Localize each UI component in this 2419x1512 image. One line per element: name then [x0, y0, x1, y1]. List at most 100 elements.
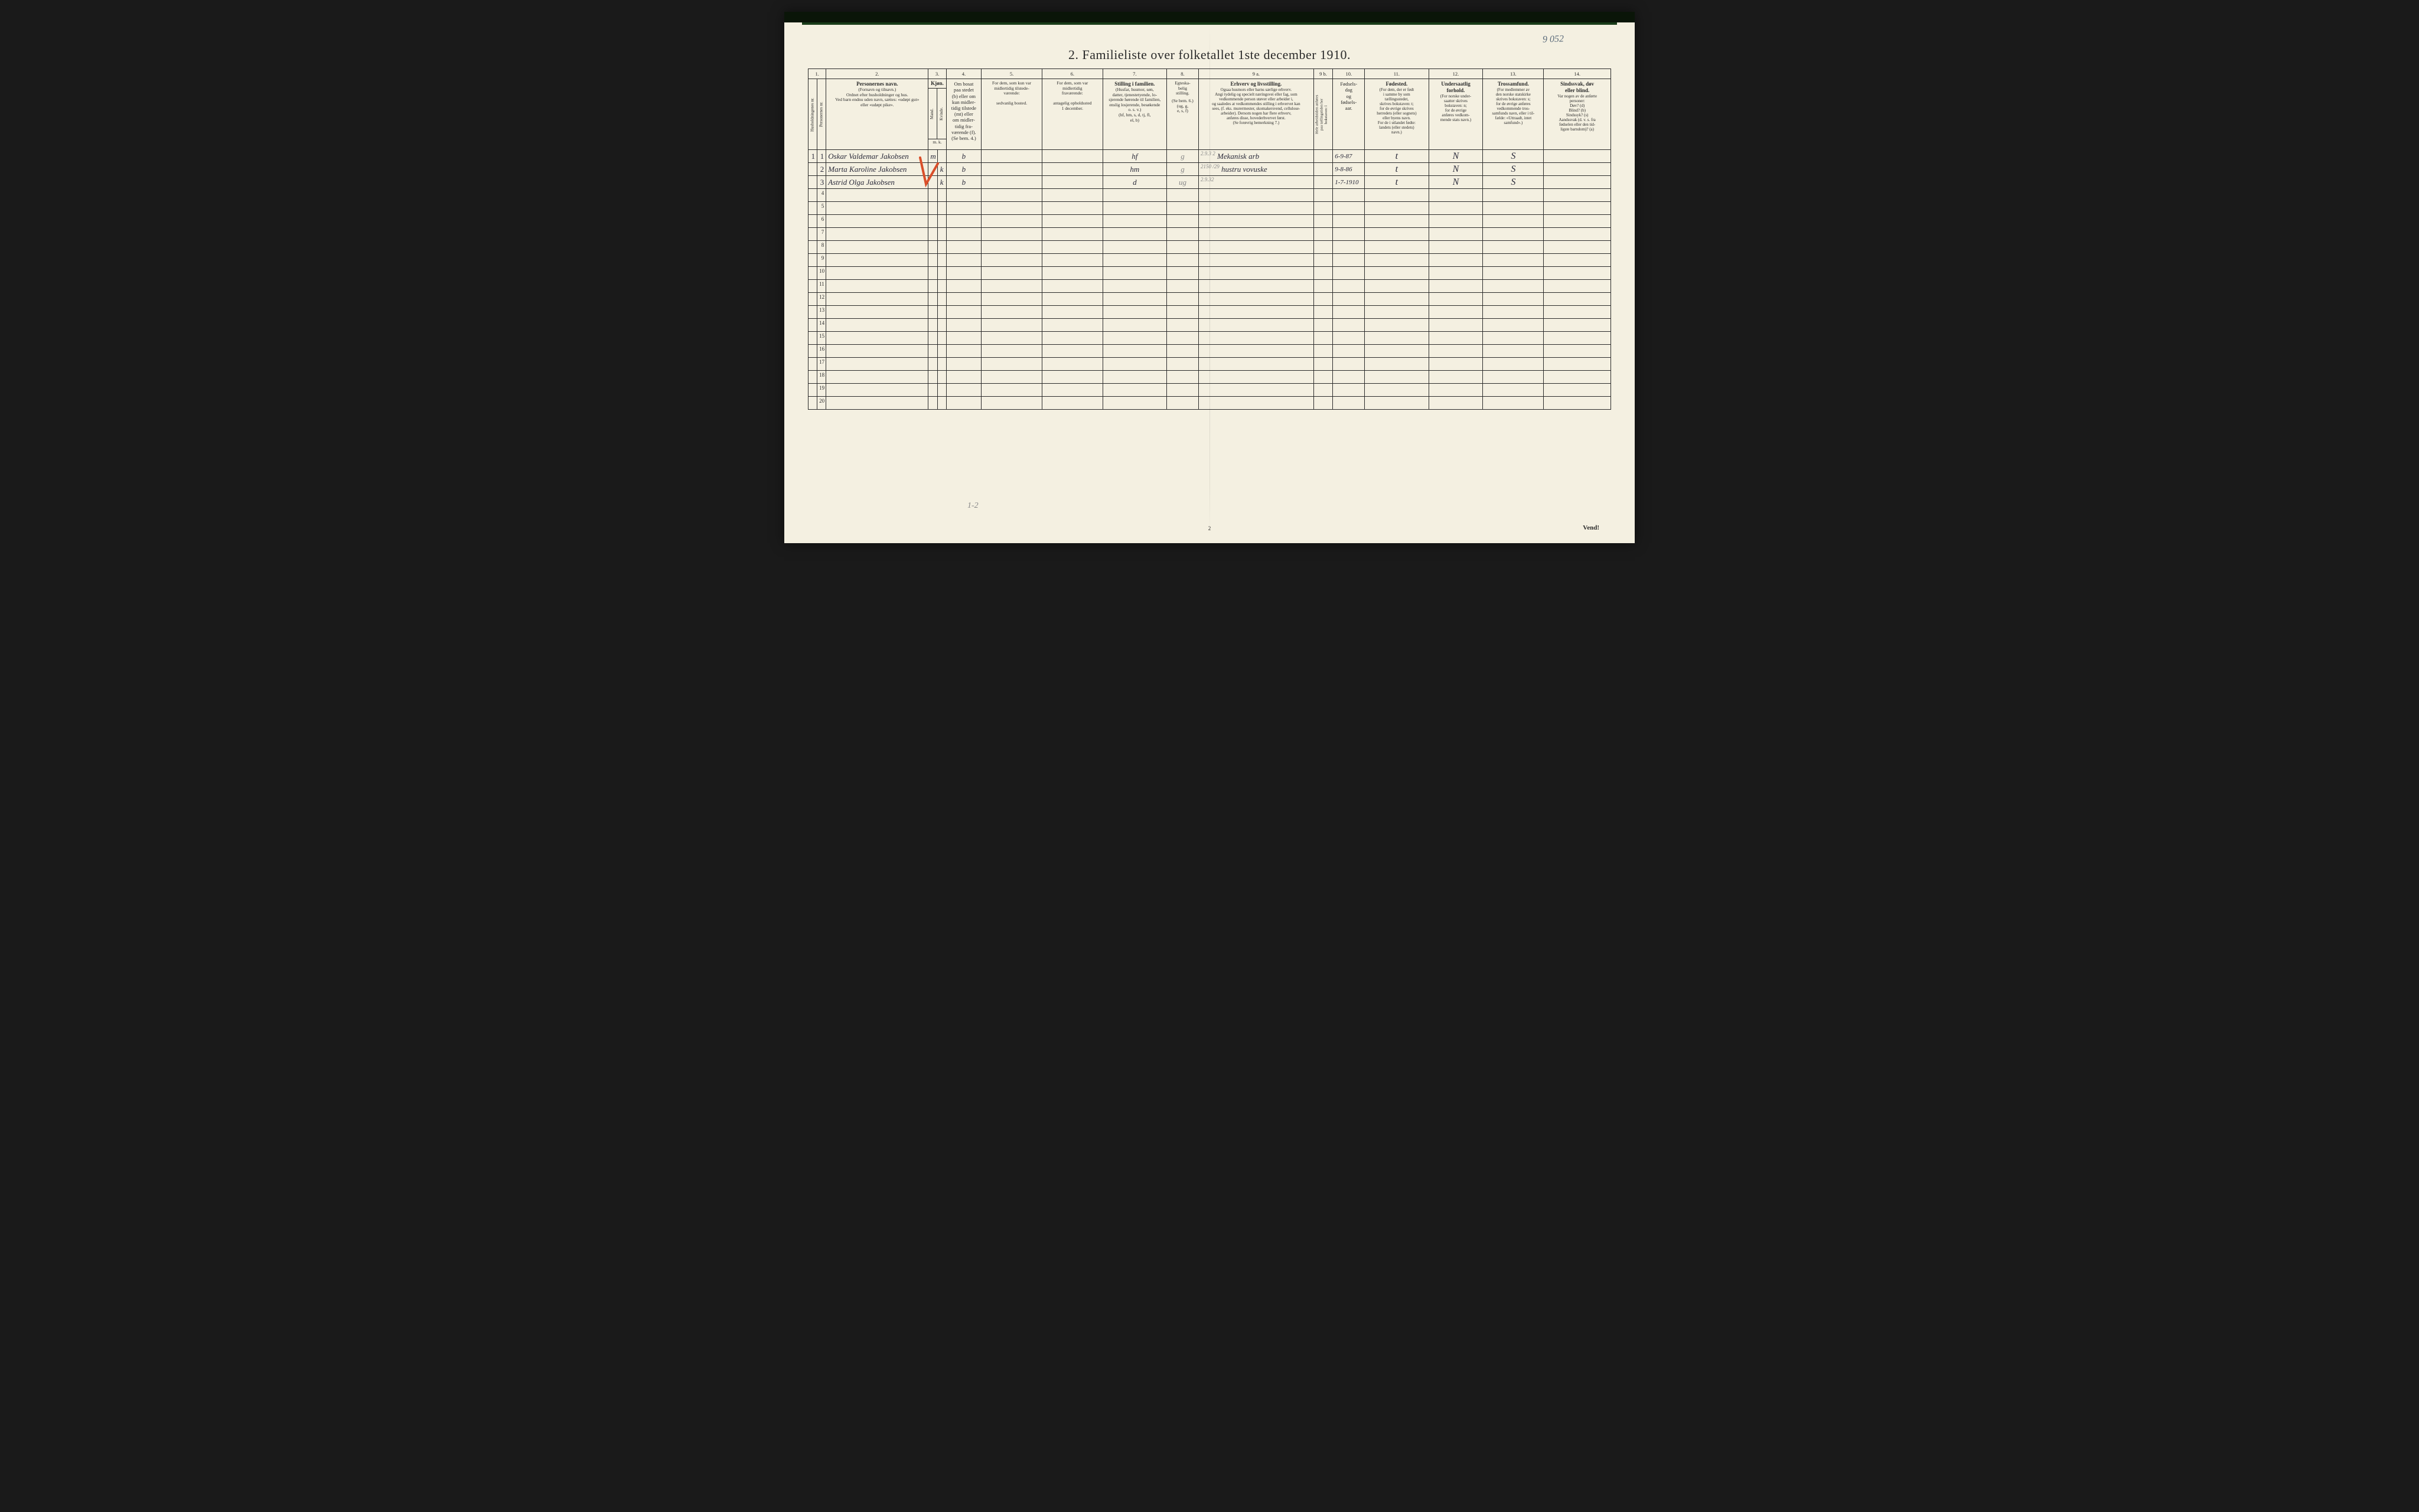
cell-temp-absent: [1042, 176, 1103, 189]
cell-pnr: 3: [817, 176, 826, 189]
cell-dis: [1544, 163, 1611, 176]
cell-res: b: [946, 163, 982, 176]
cell-mar: g: [1166, 150, 1198, 163]
hdr-religion: Trossamfund. (For medlemmer av den norsk…: [1483, 79, 1544, 150]
hdr-nationality: Undersaatlig forhold. (For norske under-…: [1429, 79, 1483, 150]
cell-hnr: 1: [808, 150, 817, 163]
census-page: 9 052 2. Familieliste over folketallet 1…: [784, 12, 1635, 543]
scan-border-top: [784, 12, 1635, 22]
colnum-5: 5.: [982, 69, 1042, 79]
cell-pnr: 5: [817, 202, 826, 215]
cell-temp-present: [982, 150, 1042, 163]
cell-dis: [1544, 150, 1611, 163]
cell-pnr: 15: [817, 332, 826, 345]
cell-mar: ug: [1166, 176, 1198, 189]
colnum-1: 1.: [808, 69, 826, 79]
colnum-6: 6.: [1042, 69, 1103, 79]
cell-temp-present: [982, 176, 1042, 189]
cell-name: Oskar Valdemar Jakobsen: [826, 150, 928, 163]
hdr-dob: Fødsels- dag og fødsels- aar.: [1333, 79, 1365, 150]
cell-pnr: 11: [817, 280, 826, 293]
cell-nat: N: [1429, 163, 1483, 176]
hdr-worktime: Hele arbeidstiden anføres paa tællingsti…: [1313, 79, 1332, 150]
cell-fam: d: [1103, 176, 1166, 189]
cell-sex-m: m: [928, 150, 937, 163]
cell-nat: N: [1429, 176, 1483, 189]
cell-pnr: 8: [817, 241, 826, 254]
colnum-7: 7.: [1103, 69, 1166, 79]
cell-rel: S: [1483, 150, 1544, 163]
cell-dob: 9-8-86: [1333, 163, 1365, 176]
cell-9b: [1313, 150, 1332, 163]
hdr-temp-present: For dem, som kun var midlertidig tilsted…: [982, 79, 1042, 150]
cell-fam: hm: [1103, 163, 1166, 176]
cell-sex-k: k: [937, 163, 946, 176]
cell-name: Astrid Olga Jakobsen: [826, 176, 928, 189]
cell-pnr: 4: [817, 189, 826, 202]
cell-sex-k: [937, 150, 946, 163]
colnum-9a: 9 a.: [1199, 69, 1314, 79]
cell-bp: t: [1365, 163, 1429, 176]
cell-pnr: 18: [817, 371, 826, 384]
hdr-sex: Kjøn. Mand. Kvinde. m. k.: [928, 79, 946, 150]
cell-dis: [1544, 176, 1611, 189]
cell-occ: 2150 /29 hustru vovuske: [1199, 163, 1314, 176]
hdr-marital: Egteska- belig stilling. (Se bem. 6.) (u…: [1166, 79, 1198, 150]
cell-9b: [1313, 176, 1332, 189]
page-number: 2: [1208, 525, 1211, 531]
cell-fam: hf: [1103, 150, 1166, 163]
hdr-residence: Om bosat paa stedet (b) eller om kun mid…: [946, 79, 982, 150]
cell-pnr: 2: [817, 163, 826, 176]
cell-sex-m: [928, 176, 937, 189]
hdr-birthplace: Fødested. (For dem, der er født i samme …: [1365, 79, 1429, 150]
cell-pnr: 14: [817, 319, 826, 332]
cell-rel: S: [1483, 163, 1544, 176]
cell-temp-absent: [1042, 150, 1103, 163]
colnum-11: 11.: [1365, 69, 1429, 79]
cell-dob: 6-9-87: [1333, 150, 1365, 163]
cell-pnr: 19: [817, 384, 826, 397]
colnum-12: 12.: [1429, 69, 1483, 79]
cell-pnr: 17: [817, 358, 826, 371]
cell-sex-k: k: [937, 176, 946, 189]
cell-sex-m: [928, 163, 937, 176]
annotation-topright: 9 052: [1543, 34, 1564, 45]
colnum-9b: 9 b.: [1313, 69, 1332, 79]
hdr-disability: Sindssvak, døv eller blind. Var nogen av…: [1544, 79, 1611, 150]
vend-label: Vend!: [1583, 524, 1599, 531]
cell-rel: S: [1483, 176, 1544, 189]
cell-pnr: 7: [817, 228, 826, 241]
cell-pnr: 12: [817, 293, 826, 306]
hdr-family-pos: Stilling i familien. (Husfar, husmor, sø…: [1103, 79, 1166, 150]
colnum-3: 3.: [928, 69, 946, 79]
cell-pnr: 20: [817, 397, 826, 410]
hdr-household-nr: Husholdningenes nr.: [808, 79, 817, 150]
cell-pnr: 6: [817, 215, 826, 228]
cell-res: b: [946, 150, 982, 163]
cell-hnr: [808, 176, 817, 189]
cell-occ: 2.9.3 2 Mekanisk arb: [1199, 150, 1314, 163]
cell-bp: t: [1365, 176, 1429, 189]
cell-name: Marta Karoline Jakobsen: [826, 163, 928, 176]
hdr-person-nr: Personernes nr.: [817, 79, 826, 150]
cell-9b: [1313, 163, 1332, 176]
cell-res: b: [946, 176, 982, 189]
hdr-occupation: Erhverv og livsstilling. Ogsaa husmors e…: [1199, 79, 1314, 150]
colnum-4: 4.: [946, 69, 982, 79]
cell-hnr: [808, 163, 817, 176]
hdr-temp-absent: For dem, som var midlertidig fraværende:…: [1042, 79, 1103, 150]
cell-bp: t: [1365, 150, 1429, 163]
cell-temp-absent: [1042, 163, 1103, 176]
colnum-10: 10.: [1333, 69, 1365, 79]
cell-mar: g: [1166, 163, 1198, 176]
colnum-8: 8.: [1166, 69, 1198, 79]
cell-pnr: 13: [817, 306, 826, 319]
cell-occ: 2.9.32: [1199, 176, 1314, 189]
cell-nat: N: [1429, 150, 1483, 163]
cell-pnr: 16: [817, 345, 826, 358]
pencil-annotation-bottom: 1-2: [967, 501, 979, 511]
cell-pnr: 10: [817, 267, 826, 280]
colnum-2: 2.: [826, 69, 928, 79]
hdr-name: Personernes navn. (Fornavn og tilnavn.) …: [826, 79, 928, 150]
colnum-13: 13.: [1483, 69, 1544, 79]
